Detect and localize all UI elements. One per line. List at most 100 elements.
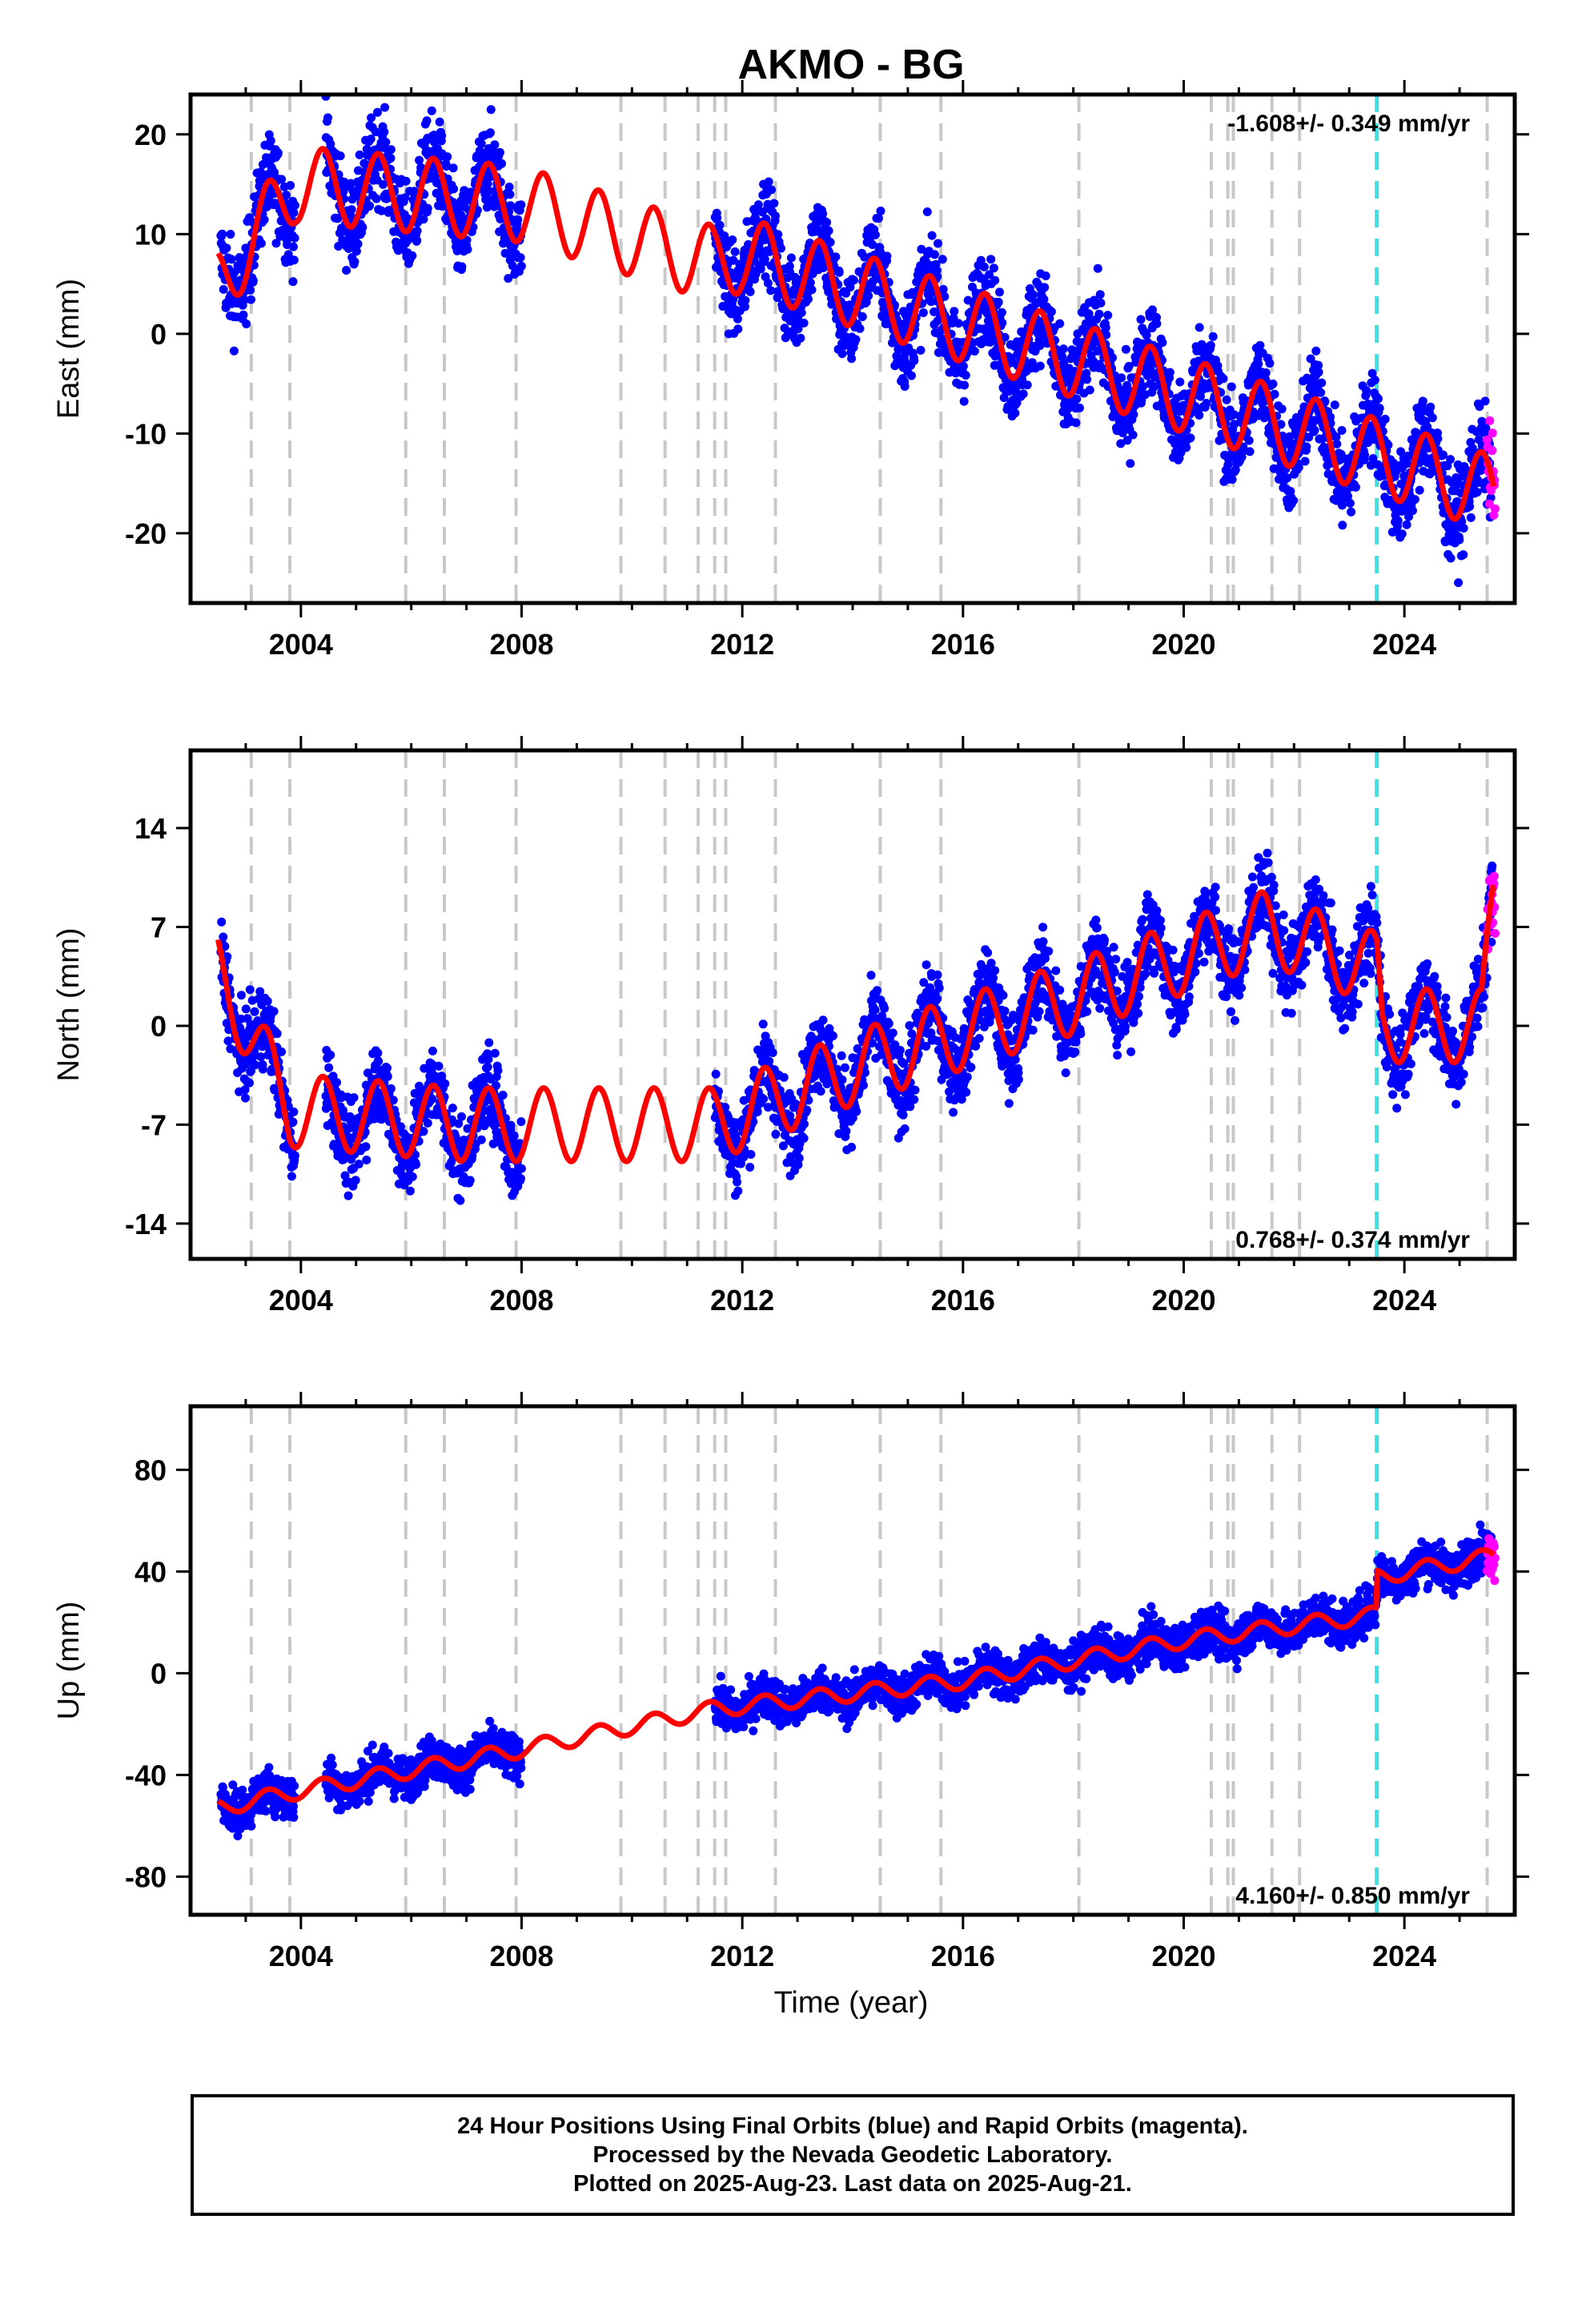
final-orbit-point — [1270, 389, 1279, 399]
final-orbit-point — [250, 1007, 259, 1016]
final-orbit-point — [457, 262, 467, 271]
final-orbit-point — [271, 239, 281, 248]
final-orbit-point — [242, 320, 251, 328]
final-orbit-point — [353, 239, 363, 249]
final-orbit-point — [245, 1078, 254, 1088]
final-orbit-point — [1459, 524, 1468, 533]
x-tick-label: 2004 — [269, 628, 333, 661]
final-orbit-point — [379, 179, 387, 189]
final-orbit-point — [729, 255, 738, 265]
final-orbit-point — [1261, 368, 1271, 377]
final-orbit-point — [983, 948, 993, 958]
final-orbit-point — [1314, 368, 1323, 377]
final-orbit-point — [922, 207, 932, 216]
final-orbit-point — [1059, 358, 1069, 368]
final-orbit-point — [900, 382, 909, 391]
final-orbit-point — [1415, 485, 1424, 495]
panels: 2004 2008 2012 2016 2020 202420100-10-20East … — [52, 80, 1529, 1972]
final-orbit-point — [1455, 535, 1464, 545]
final-orbit-point — [816, 1087, 825, 1096]
final-orbit-point — [423, 203, 432, 213]
final-orbit-point — [845, 283, 855, 292]
final-orbit-point — [504, 183, 514, 191]
final-orbit-point — [258, 1064, 267, 1074]
final-orbit-point — [354, 1160, 363, 1169]
final-orbit-point — [332, 1078, 342, 1088]
final-orbit-point — [769, 199, 779, 208]
final-orbit-point — [1158, 338, 1167, 348]
final-orbit-point — [456, 1196, 465, 1205]
final-orbit-point — [897, 320, 906, 329]
final-orbit-point — [907, 371, 916, 380]
final-orbit-point — [448, 163, 458, 173]
final-orbit-point — [950, 307, 959, 316]
final-orbit-point — [277, 175, 287, 184]
data-points-east — [216, 94, 1500, 588]
final-orbit-point — [938, 255, 947, 264]
final-orbit-point — [998, 318, 1007, 328]
x-tick-label: 2012 — [710, 628, 774, 661]
final-orbit-point — [1426, 402, 1435, 412]
final-orbit-point — [932, 266, 942, 275]
final-orbit-point — [516, 261, 526, 271]
final-orbit-point — [1129, 410, 1138, 420]
final-orbit-point — [837, 349, 847, 359]
final-orbit-point — [1041, 271, 1050, 280]
y-tick-label: -10 — [125, 417, 167, 450]
final-orbit-point — [248, 276, 258, 285]
final-orbit-point — [962, 1072, 972, 1082]
final-orbit-point — [799, 1133, 809, 1143]
final-orbit-point — [343, 1191, 353, 1200]
final-orbit-point — [419, 215, 428, 224]
final-orbit-point — [349, 1093, 359, 1103]
final-orbit-point — [1454, 578, 1464, 588]
final-orbit-point — [513, 215, 523, 224]
final-orbit-point — [361, 1142, 371, 1152]
final-orbit-point — [818, 209, 828, 219]
final-orbit-point — [1397, 529, 1407, 539]
final-orbit-point — [971, 1041, 981, 1051]
final-orbit-point — [241, 1004, 251, 1014]
final-orbit-point — [998, 991, 1008, 1000]
final-orbit-point — [909, 356, 919, 365]
final-orbit-point — [1245, 447, 1255, 456]
final-orbit-point — [989, 263, 998, 273]
final-orbit-point — [741, 296, 750, 305]
final-orbit-point — [516, 1174, 525, 1184]
final-orbit-point — [1446, 455, 1456, 464]
final-orbit-point — [289, 242, 298, 251]
final-orbit-point — [1302, 442, 1311, 452]
final-orbit-point — [516, 1164, 526, 1173]
final-orbit-point — [870, 230, 880, 239]
final-orbit-point — [1466, 513, 1476, 522]
final-orbit-point — [989, 973, 998, 983]
final-orbit-point — [289, 255, 299, 265]
final-orbit-point — [847, 1143, 857, 1152]
final-orbit-point — [758, 1019, 768, 1029]
final-orbit-point — [990, 966, 1000, 975]
final-orbit-point — [1289, 496, 1299, 505]
chart-title: AKMO - BG — [737, 42, 964, 88]
rapid-orbit-point — [1491, 504, 1500, 513]
final-orbit-point — [995, 287, 1004, 297]
final-orbit-point — [962, 1088, 971, 1097]
final-orbit-point — [269, 1007, 279, 1016]
final-orbit-point — [1084, 309, 1094, 319]
final-orbit-point — [355, 150, 364, 159]
final-orbit-point — [1055, 319, 1065, 328]
final-orbit-point — [1046, 307, 1056, 316]
final-orbit-point — [751, 207, 761, 217]
final-orbit-point — [423, 1118, 432, 1128]
final-orbit-point — [730, 247, 740, 256]
final-orbit-point — [457, 1112, 466, 1121]
final-orbit-point — [1175, 377, 1185, 387]
final-orbit-point — [355, 182, 364, 191]
final-orbit-point — [753, 200, 763, 210]
final-orbit-point — [496, 215, 505, 223]
final-orbit-point — [408, 251, 417, 260]
final-orbit-point — [960, 380, 970, 390]
final-orbit-point — [1277, 404, 1287, 414]
final-orbit-point — [440, 1079, 450, 1088]
final-orbit-point — [1410, 495, 1419, 505]
final-orbit-point — [825, 238, 835, 247]
